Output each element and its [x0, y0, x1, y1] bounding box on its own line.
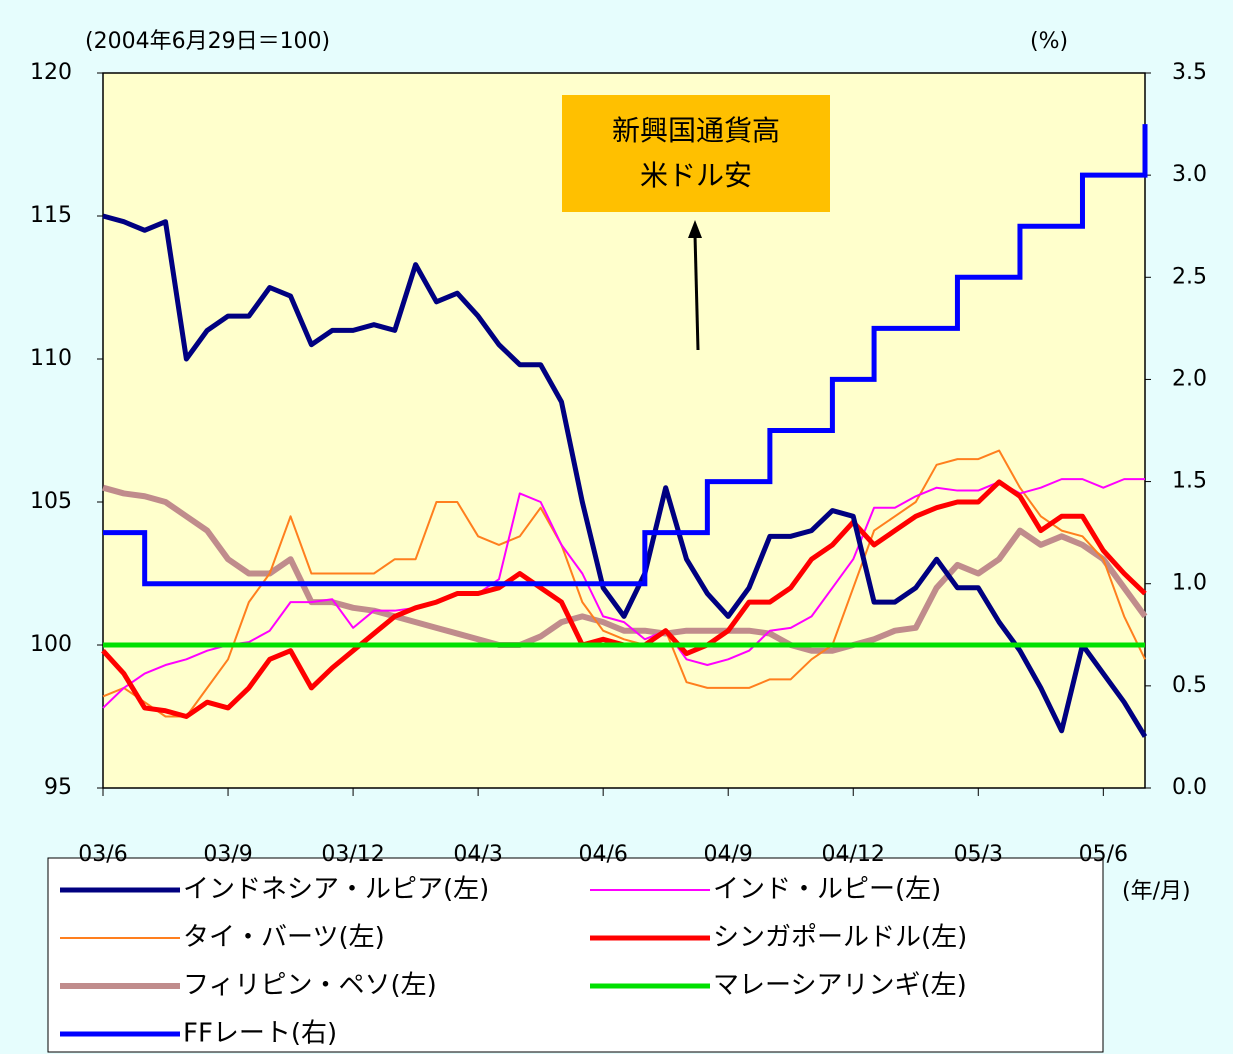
legend-label: インドネシア・ルピア(左): [183, 875, 489, 905]
legend-label: タイ・バーツ(左): [183, 923, 385, 953]
y2-tick-label: 0.0: [1172, 775, 1207, 800]
legend-label: フィリピン・ペソ(左): [183, 971, 437, 1001]
annotation-arrow: [693, 234, 700, 351]
x-axis-label: (年/月): [1122, 879, 1191, 904]
legend-label: マレーシアリンギ(左): [713, 971, 967, 1001]
annotation-text: 新興国通貨高: [612, 114, 780, 147]
legend-label: シンガポールドル(左): [713, 923, 967, 953]
series-line: [102, 484, 1148, 654]
x-tick-label: 04/3: [453, 842, 502, 867]
x-tick-label: 05/6: [1079, 842, 1128, 867]
x-tick-label: 04/12: [822, 842, 885, 867]
x-tick-label: 05/3: [954, 842, 1003, 867]
y-tick-label: 120: [30, 60, 72, 85]
x-tick-label: 03/6: [78, 842, 127, 867]
legend-label: インド・ルピー(左): [713, 875, 941, 905]
annotation-arrowhead: [688, 220, 702, 238]
y-tick-label: 100: [30, 632, 72, 657]
y-tick-label: 105: [30, 489, 72, 514]
legend: [47, 857, 1104, 1053]
y2-tick-label: 3.0: [1172, 162, 1207, 187]
x-tick-label: 04/9: [703, 842, 752, 867]
annotation-box: [562, 95, 830, 212]
annotation-text: 米ドル安: [640, 159, 752, 192]
legend-label: FFレート(右): [183, 1019, 337, 1049]
series-line: [103, 124, 1148, 587]
y2-tick-label: 3.5: [1172, 60, 1207, 85]
y2-tick-label: 0.5: [1172, 673, 1207, 698]
y-tick-label: 95: [44, 775, 72, 800]
y2-axis-label: (%): [1030, 29, 1068, 54]
y2-tick-label: 2.5: [1172, 264, 1207, 289]
series-line: [102, 478, 1145, 709]
y-tick-label: 110: [30, 346, 72, 371]
y-tick-label: 115: [30, 203, 72, 228]
y-axis-label: (2004年6月29日＝100): [85, 29, 330, 54]
series-line: [102, 213, 1148, 738]
series-line: [102, 449, 1146, 718]
x-tick-label: 03/9: [203, 842, 252, 867]
y2-tick-label: 1.0: [1172, 571, 1207, 596]
y2-tick-label: 2.0: [1172, 366, 1207, 391]
x-tick-label: 04/6: [578, 842, 627, 867]
y2-tick-label: 1.5: [1172, 469, 1207, 494]
x-tick-label: 03/12: [321, 842, 384, 867]
